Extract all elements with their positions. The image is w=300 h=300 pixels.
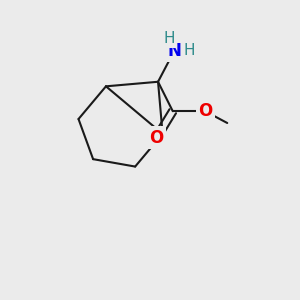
Text: H: H bbox=[163, 31, 175, 46]
Text: O: O bbox=[149, 129, 164, 147]
Text: O: O bbox=[198, 102, 212, 120]
Text: H: H bbox=[184, 43, 195, 58]
Text: N: N bbox=[167, 42, 181, 60]
